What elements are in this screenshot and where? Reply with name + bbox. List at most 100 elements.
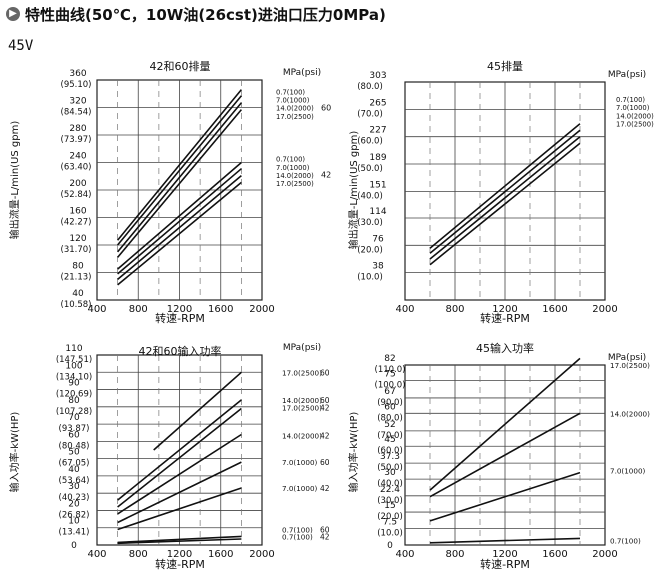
y-tick-label: 151 — [369, 180, 386, 190]
y-tick-alt-label: (31.70) — [61, 245, 92, 255]
series-line — [117, 399, 242, 501]
y-tick-alt-label: (10.0) — [357, 273, 383, 283]
line-label: 17.0(2500) — [282, 368, 322, 377]
series-line — [429, 471, 581, 522]
y-tick-label: 37.3 — [380, 452, 400, 462]
y-tick-label: 15 — [384, 501, 395, 511]
series-line — [116, 109, 243, 258]
x-tick-label: 400 — [395, 304, 414, 315]
legend-item: 0.7(100) — [276, 88, 305, 96]
y-tick-alt-label: (93.87) — [59, 424, 90, 434]
x-tick-label: 2000 — [592, 549, 617, 560]
series-line — [117, 535, 242, 544]
series-line — [429, 142, 581, 266]
y-tick-alt-label: (90.0) — [377, 398, 403, 408]
unit-label: MPa(psi) — [608, 70, 646, 80]
line-label: 0.7(100) — [282, 525, 313, 534]
line-label: 14.0(2000) — [282, 396, 322, 405]
x-tick-label: 1200 — [167, 304, 192, 315]
series-line — [429, 136, 581, 260]
y-tick-alt-label: (40.23) — [59, 493, 90, 503]
legend-item: 0.7(100) — [276, 156, 305, 164]
y-tick-alt-label: (40.0) — [377, 479, 403, 489]
y-tick-alt-label: (60.0) — [357, 137, 383, 147]
y-tick-label: 82 — [384, 354, 395, 364]
y-tick-alt-label: (80.0) — [377, 413, 403, 423]
y-tick-alt-label: (147.51) — [56, 355, 92, 365]
unit-label: MPa(psi) — [608, 353, 646, 363]
y-tick-label: 110 — [65, 344, 82, 354]
x-axis-label: 转速-RPM — [480, 557, 530, 571]
legend-item: 0.7(100) — [616, 96, 645, 104]
chart-title: 45排量 — [487, 59, 523, 73]
y-tick-alt-label: (100.0) — [375, 380, 406, 390]
x-tick-label: 2000 — [249, 549, 274, 560]
x-tick-label: 1600 — [542, 549, 567, 560]
y-tick-label: 90 — [68, 379, 80, 389]
line-label: 0.7(100) — [282, 532, 313, 541]
y-tick-label: 114 — [369, 207, 386, 217]
chart-title: 45输入功率 — [476, 341, 534, 355]
y-tick-label: 227 — [369, 126, 386, 136]
y-tick-alt-label: (26.82) — [59, 510, 90, 520]
y-tick-alt-label: (50.0) — [357, 164, 383, 174]
x-tick-label: 1200 — [167, 549, 192, 560]
line-label-group: 42 — [320, 532, 330, 541]
x-tick-label: 1600 — [208, 549, 233, 560]
x-tick-label: 1600 — [208, 304, 233, 315]
y-tick-label: 0 — [387, 541, 393, 551]
line-label: 7.0(1000) — [610, 466, 646, 475]
y-tick-alt-label: (70.0) — [377, 431, 403, 441]
x-tick-label: 2000 — [592, 304, 617, 315]
y-tick-label: 303 — [369, 71, 386, 81]
model-label: 45V — [8, 38, 34, 54]
y-tick-label: 40 — [68, 465, 80, 475]
y-tick-alt-label: (95.10) — [61, 80, 92, 90]
line-label: 7.0(1000) — [282, 484, 318, 493]
y-tick-alt-label: (53.64) — [59, 476, 90, 486]
series-line — [429, 412, 581, 498]
line-label: 14.0(2000) — [610, 409, 650, 418]
y-tick-alt-label: (80.48) — [59, 441, 90, 451]
chart-title: 42和60输入功率 — [139, 344, 222, 358]
legend-item: 17.0(2500) — [276, 113, 314, 121]
y-tick-label: 265 — [369, 98, 386, 108]
legend-item: 17.0(2500) — [616, 121, 654, 129]
series-line — [153, 371, 242, 451]
y-tick-alt-label: (42.27) — [61, 218, 92, 228]
series-line — [429, 537, 581, 544]
line-label-group: 42 — [320, 404, 330, 413]
y-tick-label: 280 — [69, 124, 86, 134]
series-line — [117, 181, 242, 286]
x-tick-label: 800 — [129, 549, 148, 560]
x-tick-label: 2000 — [249, 304, 274, 315]
legend-item: 14.0(2000) — [276, 172, 314, 180]
line-label-group: 60 — [320, 458, 330, 467]
y-tick-alt-label: (63.40) — [61, 163, 92, 173]
y-tick-alt-label: (52.84) — [61, 190, 92, 200]
page-title: 特性曲线(50℃，10W油(26cst)进油口压力0MPa) — [25, 5, 386, 24]
line-label-group: 60 — [320, 525, 330, 534]
x-tick-label: 800 — [129, 304, 148, 315]
y-tick-label: 0 — [71, 541, 77, 551]
y-tick-alt-label: (13.41) — [59, 528, 90, 538]
y-tick-label: 52 — [384, 420, 395, 430]
legend-item: 7.0(1000) — [616, 104, 650, 112]
y-tick-label: 20 — [68, 499, 80, 509]
line-label-group: 42 — [320, 431, 330, 440]
y-tick-label: 40 — [72, 289, 84, 299]
y-tick-label: 60 — [384, 402, 396, 412]
legend-item: 14.0(2000) — [616, 112, 654, 120]
x-axis-label: 转速-RPM — [480, 311, 530, 325]
y-tick-label: 50 — [68, 448, 80, 458]
y-tick-label: 7.5 — [383, 518, 397, 528]
x-tick-label: 800 — [445, 549, 464, 560]
x-tick-label: 400 — [87, 549, 106, 560]
y-tick-label: 100 — [65, 361, 82, 371]
y-tick-alt-label: (134.10) — [56, 372, 92, 382]
y-tick-alt-label: (30.0) — [357, 218, 383, 228]
series-line — [117, 487, 242, 531]
